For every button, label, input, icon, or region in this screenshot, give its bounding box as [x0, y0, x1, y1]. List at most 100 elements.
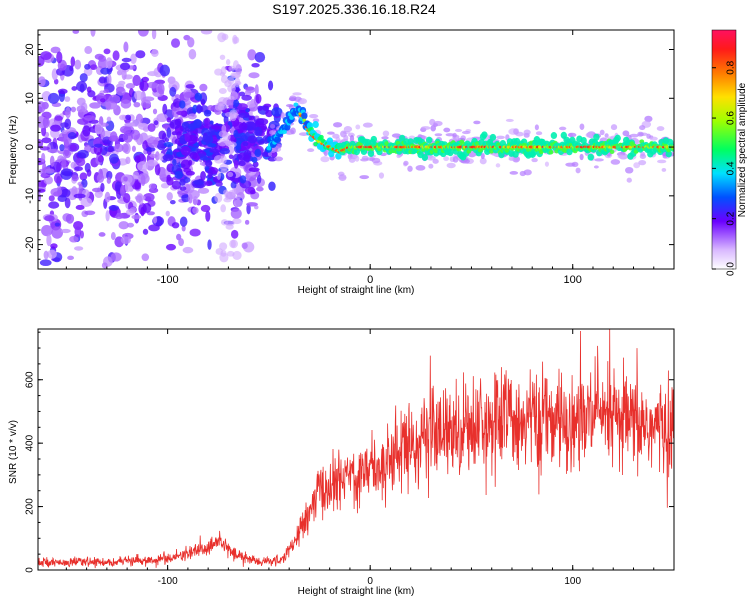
spectrogram-cell — [293, 102, 299, 107]
spectrogram-cell — [318, 134, 324, 140]
spectrogram-cell — [236, 103, 248, 111]
spectrogram-cell — [147, 136, 159, 149]
spectrogram-cell — [122, 131, 133, 143]
spectrogram-cell — [593, 165, 599, 169]
spectrogram-cell — [228, 154, 234, 160]
spectrogram-cell — [225, 223, 234, 230]
spectrogram-cell — [452, 132, 457, 138]
spectrogram-cell — [96, 173, 105, 183]
spectrogram-cell — [446, 162, 456, 169]
spectrogram-cell — [103, 48, 111, 55]
spectrogram-y-tick-label: 0 — [24, 144, 36, 150]
spectrogram-cell — [118, 221, 129, 230]
spectrogram-cell — [265, 109, 273, 118]
spectrogram-cell — [233, 199, 243, 207]
spectrogram-cell — [452, 156, 459, 163]
spectrogram-cell — [64, 145, 70, 157]
spectrogram-cell — [139, 80, 149, 92]
spectrogram-cell — [109, 153, 119, 164]
spectrogram-cell — [229, 239, 239, 249]
spectrogram-cell — [86, 169, 92, 177]
spectrogram-cell — [241, 242, 248, 249]
spectrogram-cell — [106, 73, 112, 86]
spectrogram-cell — [192, 198, 197, 205]
spectrogram-cell — [79, 73, 88, 83]
spectrogram-cell — [120, 236, 131, 245]
spectrogram-cell — [179, 216, 188, 227]
spectrogram-cell — [301, 112, 308, 120]
spectrogram-cell — [56, 51, 63, 64]
spectrogram-cell — [282, 129, 287, 134]
snr-y-label: SNR (10 * v/v) — [8, 420, 19, 484]
spectrogram-cell — [254, 205, 259, 210]
spectrogram-cell — [531, 157, 538, 163]
snr-background — [38, 329, 674, 570]
spectrogram-cell — [174, 94, 180, 99]
spectrogram-cell — [227, 189, 236, 199]
spectrogram-cell — [153, 216, 158, 224]
spectrogram-cell — [97, 58, 109, 70]
spectrogram-cell — [285, 104, 294, 108]
spectrogram-cell — [240, 134, 249, 144]
spectrogram-cell — [171, 180, 182, 190]
spectrogram-cell — [40, 172, 51, 179]
spectrogram-cell — [120, 62, 131, 71]
spectrogram-cell — [166, 127, 172, 138]
spectrogram-cell — [550, 132, 558, 140]
spectrogram-cell — [498, 151, 505, 159]
spectrogram-cell — [204, 117, 211, 127]
spectrogram-cell — [179, 100, 186, 109]
spectrogram-cell — [141, 253, 150, 262]
spectrogram-cell — [91, 187, 102, 193]
spectrogram-cell — [49, 155, 55, 167]
spectrogram-cell — [114, 181, 122, 192]
spectrogram-cell — [125, 82, 136, 89]
spectrogram-cell — [326, 137, 334, 145]
spectrogram-cell — [238, 112, 250, 119]
spectrogram-cell — [359, 175, 370, 180]
spectrogram-cell — [116, 87, 126, 96]
snr-x-tick-label: 100 — [564, 576, 581, 587]
spectrogram-cell — [70, 56, 76, 67]
spectrogram-cell — [172, 158, 177, 166]
spectrogram-cell — [505, 118, 514, 122]
spectrogram-cell — [649, 136, 658, 141]
spectrogram-cell — [233, 159, 239, 169]
spectrogram-cell — [247, 135, 258, 144]
spectrogram-cell — [135, 195, 143, 203]
spectrogram-cell — [189, 228, 201, 237]
spectrogram-cell — [238, 122, 248, 131]
spectrogram-cell — [205, 159, 213, 167]
spectrogram-y-tick-label: 20 — [24, 43, 36, 55]
spectrogram-cell — [307, 148, 315, 153]
spectrogram-cell — [132, 171, 140, 180]
spectrogram-cell — [40, 51, 52, 61]
spectrogram-cell — [106, 116, 112, 122]
spectrogram-cell — [219, 163, 229, 171]
spectrogram-cell — [183, 91, 195, 98]
spectrogram-cell — [629, 133, 639, 138]
spectrogram-cell — [248, 72, 260, 79]
spectrogram-cell — [200, 170, 206, 181]
spectrogram-cell — [134, 90, 143, 101]
spectrogram-cell — [182, 246, 194, 254]
spectrogram-cell — [248, 115, 255, 121]
spectrogram-cell — [200, 30, 213, 35]
spectrogram-cell — [361, 155, 369, 161]
spectrogram-cell — [254, 84, 259, 96]
spectrogram-cell — [148, 224, 160, 232]
spectrogram-cell — [47, 92, 60, 104]
spectrogram-cell — [218, 130, 229, 138]
spectrogram-cell — [169, 86, 177, 97]
spectrogram-x-label: Height of straight line (km) — [298, 285, 415, 296]
spectrogram-cell — [433, 122, 439, 127]
spectrogram-cell — [189, 151, 198, 160]
spectrogram-cell — [165, 243, 177, 251]
spectrogram-cell — [76, 97, 86, 106]
spectrogram-cell — [187, 189, 200, 199]
spectrogram-cell — [299, 99, 305, 104]
spectrogram-cell — [228, 65, 236, 71]
spectrogram-cell — [579, 123, 585, 130]
